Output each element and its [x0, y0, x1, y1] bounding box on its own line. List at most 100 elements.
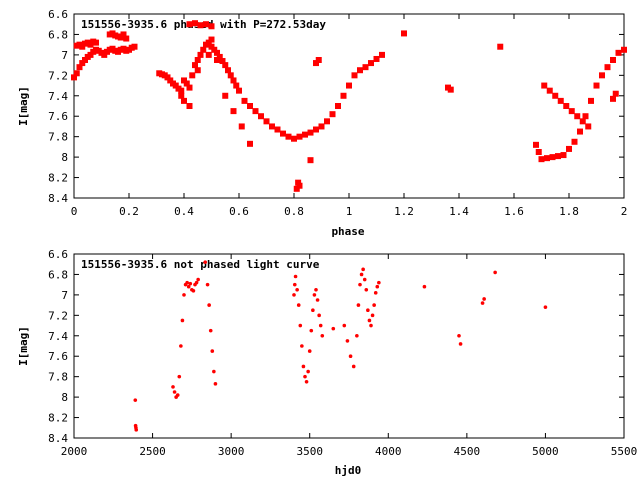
- plot-frame: [73, 253, 625, 439]
- data-point: [230, 77, 237, 84]
- data-point: [238, 123, 245, 130]
- x-tick-label: 1.2: [394, 205, 414, 218]
- data-point: [331, 326, 336, 331]
- data-point: [296, 182, 303, 189]
- unphased-light-curve-panel: 151556-3935.6 not phased light curve hjd…: [17, 248, 637, 477]
- data-point: [167, 77, 174, 84]
- data-point: [236, 87, 242, 94]
- data-point: [307, 129, 314, 136]
- data-point: [351, 72, 358, 79]
- data-point: [541, 82, 548, 89]
- data-point: [579, 118, 586, 125]
- data-point: [355, 333, 359, 338]
- data-point: [207, 303, 211, 307]
- data-point: [351, 364, 356, 369]
- y-tick-label: 7: [61, 49, 68, 62]
- y-tick-label: 7.6: [48, 110, 68, 123]
- data-point: [274, 126, 281, 133]
- data-point: [370, 313, 375, 318]
- data-point: [571, 138, 578, 145]
- data-point: [538, 156, 545, 163]
- data-point: [357, 67, 363, 74]
- data-point: [186, 103, 193, 109]
- data-point: [320, 333, 325, 338]
- y-tick-label: 8.2: [48, 412, 68, 425]
- data-point: [549, 154, 556, 161]
- data-point: [192, 62, 198, 69]
- data-point: [335, 103, 341, 109]
- data-point: [313, 60, 319, 67]
- data-point: [178, 92, 185, 99]
- data-point: [182, 293, 186, 297]
- y-tick-label: 6.6: [48, 248, 68, 261]
- data-point: [211, 46, 218, 53]
- data-point: [482, 297, 486, 301]
- data-point: [546, 87, 553, 94]
- phased-light-curve-panel: 151556-3935.6 phased with P=272.53day ph…: [17, 8, 627, 238]
- data-point: [188, 281, 193, 286]
- data-point: [208, 43, 215, 50]
- data-point: [329, 111, 336, 118]
- data-point: [177, 374, 182, 379]
- data-point: [269, 123, 275, 130]
- x-tick-label: 1.8: [559, 205, 579, 218]
- data-point: [181, 77, 187, 84]
- x-tick-label: 5000: [532, 445, 559, 458]
- data-point: [79, 43, 86, 50]
- data-point: [588, 97, 594, 104]
- data-point: [615, 49, 622, 56]
- data-point: [189, 72, 196, 79]
- data-point: [373, 55, 380, 62]
- data-point: [307, 349, 312, 353]
- data-point: [304, 379, 309, 384]
- data-point: [241, 97, 248, 104]
- data-point: [216, 53, 223, 60]
- data-point: [194, 280, 199, 285]
- data-point: [291, 135, 297, 142]
- data-point: [175, 393, 180, 397]
- data-point: [401, 30, 407, 37]
- data-point: [585, 123, 592, 130]
- data-point: [302, 131, 308, 138]
- data-point: [296, 303, 301, 307]
- data-point: [574, 113, 581, 120]
- data-point: [356, 303, 361, 307]
- data-point: [247, 140, 253, 147]
- data-point: [345, 339, 350, 343]
- data-point: [208, 23, 215, 30]
- data-point: [292, 293, 296, 297]
- data-point: [192, 20, 198, 27]
- data-point: [214, 57, 220, 63]
- data-point: [120, 31, 127, 38]
- data-point: [172, 82, 179, 89]
- data-point: [533, 141, 539, 148]
- data-point: [458, 342, 463, 346]
- data-point: [555, 153, 561, 160]
- data-point: [535, 149, 542, 155]
- y-axis-label: I[mag]: [17, 326, 30, 366]
- data-point: [191, 289, 196, 293]
- data-point: [369, 323, 373, 328]
- data-point: [181, 97, 187, 104]
- data-point: [480, 301, 485, 305]
- data-point: [194, 67, 201, 74]
- y-tick-label: 6.6: [48, 8, 68, 21]
- data-point: [361, 267, 365, 272]
- x-tick-label: 0.6: [229, 205, 249, 218]
- data-point: [263, 118, 270, 125]
- data-point: [203, 21, 209, 28]
- data-point: [247, 103, 253, 109]
- data-point: [197, 22, 204, 29]
- data-point: [566, 145, 572, 152]
- data-point: [366, 308, 370, 313]
- data-point: [377, 280, 381, 285]
- data-point: [372, 303, 376, 307]
- y-tick-label: 8.2: [48, 172, 68, 185]
- data-point: [318, 123, 325, 130]
- data-point: [604, 64, 611, 71]
- x-tick-label: 1.4: [449, 205, 469, 218]
- data-point: [298, 323, 303, 328]
- y-tick-label: 7.2: [48, 309, 68, 322]
- chart-title: 151556-3935.6 not phased light curve: [81, 258, 320, 271]
- y-tick-label: 7.4: [48, 330, 68, 343]
